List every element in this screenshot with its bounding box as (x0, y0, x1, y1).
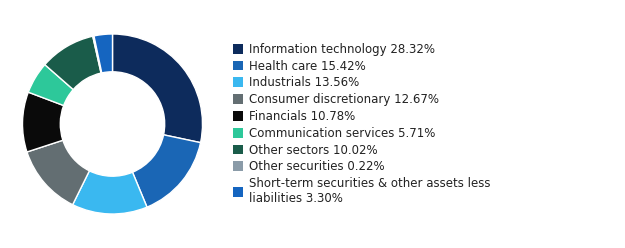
Wedge shape (112, 34, 202, 143)
Wedge shape (45, 36, 101, 90)
Wedge shape (94, 34, 112, 73)
Wedge shape (132, 135, 201, 207)
Wedge shape (27, 140, 89, 205)
Wedge shape (22, 92, 64, 152)
Wedge shape (92, 36, 102, 73)
Wedge shape (72, 171, 147, 214)
Legend: Information technology 28.32%, Health care 15.42%, Industrials 13.56%, Consumer : Information technology 28.32%, Health ca… (232, 43, 491, 205)
Wedge shape (28, 65, 73, 106)
